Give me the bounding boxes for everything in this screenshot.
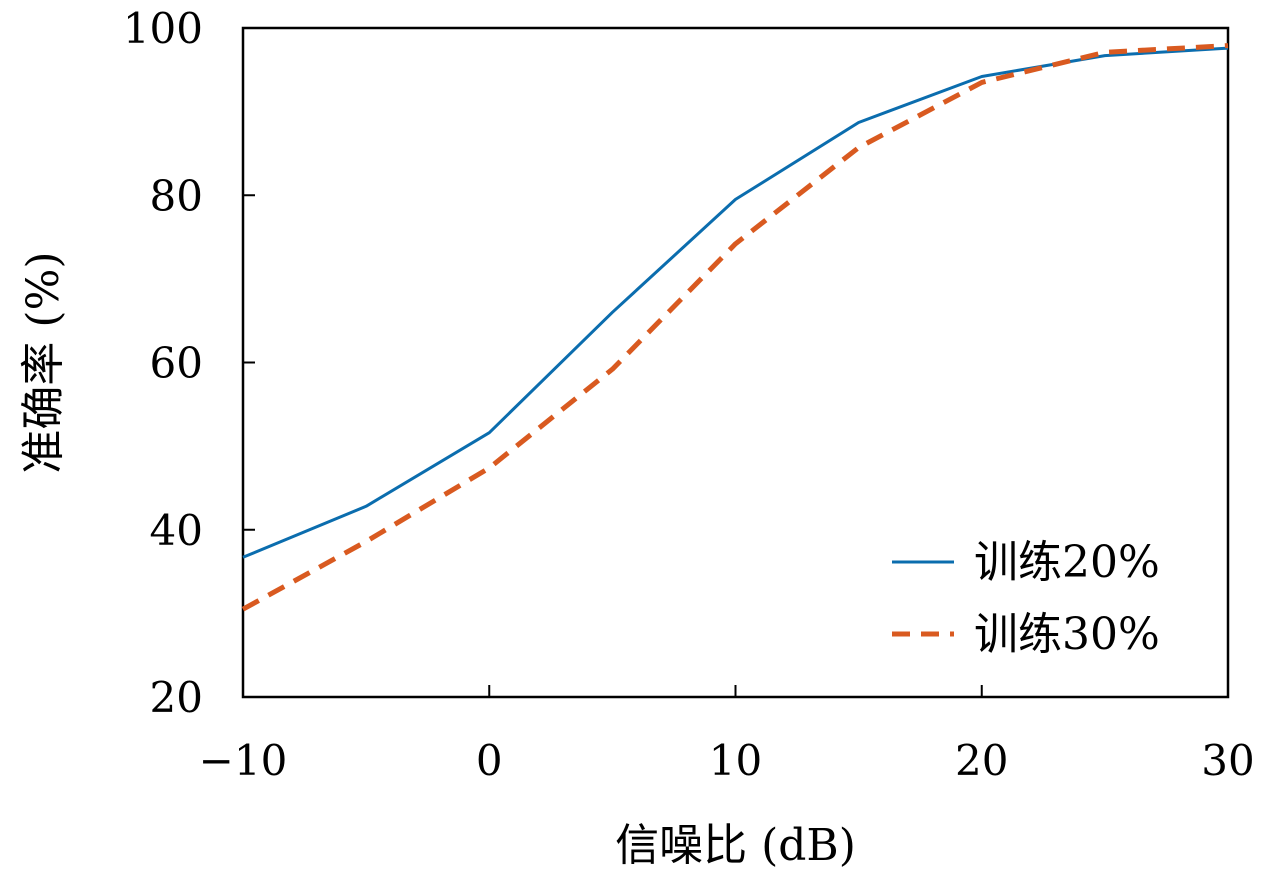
legend-label-2: 训练30%	[974, 609, 1160, 660]
legend-label-1: 训练20%	[974, 537, 1160, 588]
y-tick-label: 20	[150, 673, 203, 722]
legend: 训练20% 训练30%	[892, 537, 1160, 660]
x-axis-ticks: −10 0 10 20 30	[199, 685, 1255, 785]
series-line-1	[242, 46, 1229, 559]
y-axis-ticks: 20 40 60 80 100	[123, 4, 255, 722]
y-tick-label: 80	[150, 171, 203, 220]
y-tick-label: 60	[150, 339, 203, 388]
x-axis-title: 信噪比 (dB)	[615, 820, 856, 871]
x-tick-label: 10	[709, 736, 762, 785]
x-tick-label: −10	[199, 736, 288, 785]
plot-frame	[241, 26, 1230, 699]
y-axis-title: 准确率 (%)	[18, 251, 69, 473]
y-tick-label: 40	[150, 506, 203, 555]
series-line-2	[241, 43, 1229, 612]
y-tick-label: 100	[123, 4, 203, 53]
x-tick-label: 20	[955, 736, 1008, 785]
series-group	[241, 43, 1229, 612]
x-tick-label: 0	[476, 736, 503, 785]
x-tick-label: 30	[1201, 736, 1254, 785]
